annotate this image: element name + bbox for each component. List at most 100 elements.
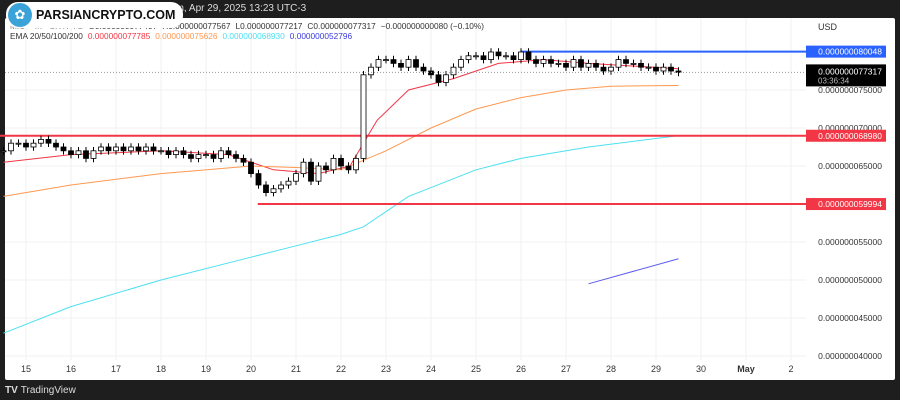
candle-up: [360, 74, 367, 159]
candle-down: [308, 161, 314, 182]
ohlc-change: −0.000000000080 (−0.10%): [380, 21, 485, 31]
last-price-label-bg: [806, 64, 886, 87]
candle-down: [225, 150, 232, 156]
candle-up: [465, 55, 472, 60]
logo-icon: ✿: [8, 3, 32, 27]
candle-up: [503, 55, 509, 58]
candle-down: [210, 154, 217, 159]
candle-up: [473, 55, 479, 58]
source-text: ew.com, Apr 29, 2025 13:23 UTC-3: [150, 3, 307, 14]
candle-down: [120, 146, 127, 152]
candle-up: [660, 66, 667, 72]
candle-up: [450, 66, 457, 76]
tradingview-logo-icon: TV: [5, 385, 18, 396]
ema100-value: 0.000000068930: [222, 31, 285, 41]
candle-up: [113, 146, 119, 152]
candle-down: [480, 55, 487, 60]
x-tick-label: 18: [156, 364, 166, 374]
x-tick-label: 24: [426, 364, 436, 374]
x-tick-label: 19: [201, 364, 211, 374]
candle-up: [375, 59, 382, 68]
x-tick-label: 27: [561, 364, 571, 374]
candle-down: [623, 59, 629, 64]
ohlc-close: C0.000000077317: [307, 21, 376, 31]
level-price-label: 0.000000080048: [818, 47, 882, 57]
candle-down: [83, 150, 89, 159]
x-tick-label: 23: [381, 364, 391, 374]
candle-down: [240, 157, 247, 163]
candle-down: [638, 63, 644, 68]
candle-up: [270, 188, 277, 194]
candle-down: [495, 51, 502, 57]
candle-down: [338, 157, 344, 167]
candle-down: [420, 66, 427, 72]
level-price-label: 0.000000059994: [818, 199, 882, 209]
chart-panel[interactable]: [5, 18, 895, 380]
candle-down: [150, 146, 157, 152]
candle-up: [608, 66, 614, 72]
candle-up: [90, 150, 97, 159]
candle-up: [615, 59, 622, 68]
candle-up: [458, 59, 464, 68]
candle-down: [60, 146, 67, 152]
candle-up: [195, 154, 202, 159]
ema-line-ema100: [3, 135, 679, 334]
candle-up: [158, 150, 164, 153]
x-tick-label: 26: [516, 364, 526, 374]
candle-down: [413, 59, 419, 68]
candle-up: [38, 138, 44, 144]
x-tick-label: 17: [111, 364, 121, 374]
level-price-label-bg: [806, 45, 886, 58]
candle-up: [368, 66, 374, 76]
candle-up: [555, 63, 562, 65]
candle-down: [105, 146, 112, 152]
y-tick-label: 0.000000040000: [818, 351, 882, 361]
x-tick-label: 15: [21, 364, 31, 374]
candle-down: [510, 55, 517, 60]
candle-up: [383, 59, 389, 61]
candle-down: [600, 66, 607, 72]
x-tick-label: 25: [471, 364, 481, 374]
candle-down: [435, 74, 442, 83]
candle-down: [593, 63, 599, 68]
candle-up: [278, 184, 284, 190]
candle-down: [248, 161, 254, 174]
candle-up: [285, 180, 292, 186]
candle-up: [488, 51, 494, 60]
ema-label[interactable]: EMA 20/50/100/200: [10, 31, 83, 41]
watermark-logo: ✿ PARSIANCRYPTO.COM: [6, 2, 184, 28]
x-tick-label: 21: [291, 364, 301, 374]
candle-up: [293, 173, 299, 182]
candle-down: [533, 59, 539, 64]
candle-down: [23, 142, 29, 148]
candle-up: [98, 146, 104, 152]
x-tick-label: 2: [788, 364, 793, 374]
candle-up: [173, 150, 179, 156]
candle-up: [630, 63, 637, 65]
candle-down: [323, 165, 329, 171]
candle-down: [45, 138, 52, 144]
x-tick-label: 28: [606, 364, 616, 374]
y-tick-label: 0.000000065000: [818, 161, 882, 171]
brand-text: TradingView: [20, 385, 76, 396]
ema50-value: 0.000000075626: [155, 31, 218, 41]
x-tick-label: 29: [651, 364, 661, 374]
x-tick-label: 16: [66, 364, 76, 374]
logo-text: PARSIANCRYPTO.COM: [36, 8, 176, 22]
level-price-label-bg: [806, 129, 886, 142]
y-tick-label: 0.000000050000: [818, 275, 882, 285]
x-tick-label: 20: [246, 364, 256, 374]
level-price-label-bg: [806, 198, 886, 211]
ema-line-ema50: [3, 84, 679, 197]
candle-down: [668, 66, 674, 72]
candle-down: [165, 150, 172, 156]
x-tick-label: May: [737, 364, 755, 374]
candle-down: [548, 59, 554, 64]
bar-countdown: 03:36:34: [818, 76, 850, 85]
candle-down: [180, 150, 187, 156]
candle-up: [203, 154, 209, 157]
ema20-value: 0.000000077785: [87, 31, 151, 41]
candle-up: [645, 66, 652, 69]
candle-up: [143, 146, 149, 152]
